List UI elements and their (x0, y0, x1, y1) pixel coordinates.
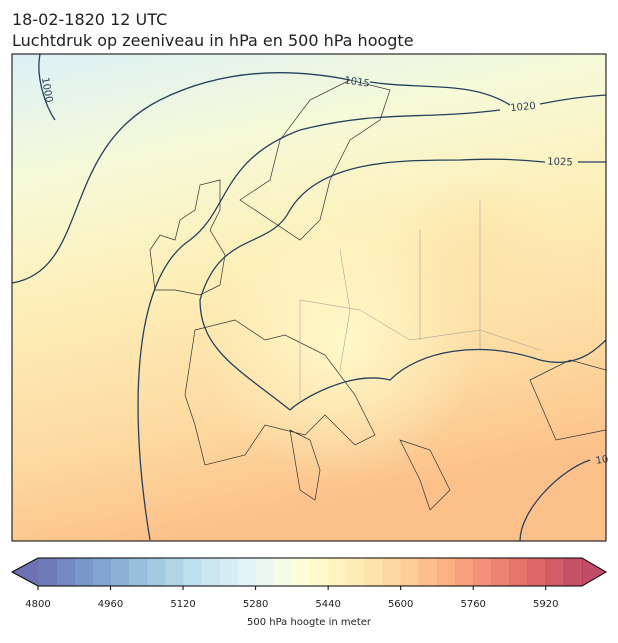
coastline (149, 79, 606, 511)
colorbar-band (527, 558, 547, 586)
colorbar-label: 500 hPa hoogte in meter (247, 617, 372, 628)
colorbar-band (74, 558, 93, 586)
colorbar-band (346, 558, 365, 586)
colorbar-band (364, 558, 383, 586)
colorbar-band (255, 558, 275, 586)
isobar (519, 459, 591, 541)
colorbar-band (545, 558, 565, 586)
colorbar-band (310, 558, 329, 586)
colorbar-band (219, 558, 238, 586)
isobar (369, 81, 606, 106)
isobar (199, 158, 606, 411)
colorbar-band (38, 558, 57, 586)
colorbar-tick-label: 5440 (315, 599, 340, 610)
colorbar-band (146, 558, 166, 586)
colorbar-band (291, 558, 311, 586)
colorbar-band (382, 558, 401, 586)
colorbar-band (201, 558, 220, 586)
colorbar-extend (12, 558, 38, 586)
colorbar-extend (582, 558, 606, 586)
contour-label: 1015 (344, 75, 371, 89)
isobar (38, 54, 56, 121)
contour-label: 10 (595, 454, 609, 467)
contour-labels: 1000 1015 1020 1025 10 (39, 75, 609, 467)
border (299, 200, 541, 400)
time: 18-02-1820 12 UTC (12, 10, 167, 29)
colorbar-band (509, 558, 528, 586)
colorbar-band (237, 558, 256, 586)
colorbar-band (273, 558, 293, 586)
colorbar-band (56, 558, 75, 586)
colorbar-band (455, 558, 474, 586)
colorbar-band (563, 558, 583, 586)
colorbar-tick-label: 4800 (25, 599, 50, 610)
colorbar-tick-label: 4960 (98, 599, 123, 610)
colorbar-frame (10, 557, 607, 587)
colorbar-band (164, 558, 184, 586)
colorbar-band (491, 558, 510, 586)
contour-label: 1000 (39, 77, 54, 104)
isobar (289, 339, 606, 411)
colorbar-band (473, 558, 492, 586)
map-field (12, 54, 606, 541)
map-frame (11, 53, 607, 542)
colorbar-band (110, 558, 129, 586)
colorbar-band (400, 558, 420, 586)
colorbar-band (436, 558, 456, 586)
colorbar-band (128, 558, 148, 586)
title: Luchtdruk op zeeniveau in hPa en 500 hPa… (12, 31, 414, 50)
map (12, 54, 606, 541)
contour-label: 1020 (510, 101, 536, 114)
colorbar-tick-label: 5120 (170, 599, 195, 610)
colorbar-tick-label: 5920 (533, 599, 558, 610)
colorbar-band (92, 558, 111, 586)
colorbar-tick-label: 5760 (460, 599, 485, 610)
colorbar-band (183, 558, 202, 586)
isobar (12, 71, 351, 284)
colorbar-band (328, 558, 347, 586)
colorbar-tick-label: 5280 (243, 599, 268, 610)
colorbar-band (418, 558, 438, 586)
colorbar: 4800 4960 5120 5280 5440 5600 5760 5920 (10, 557, 607, 610)
colorbar-tick-label: 5600 (388, 599, 413, 610)
isobar (137, 109, 501, 541)
contour-label: 1025 (547, 157, 573, 169)
